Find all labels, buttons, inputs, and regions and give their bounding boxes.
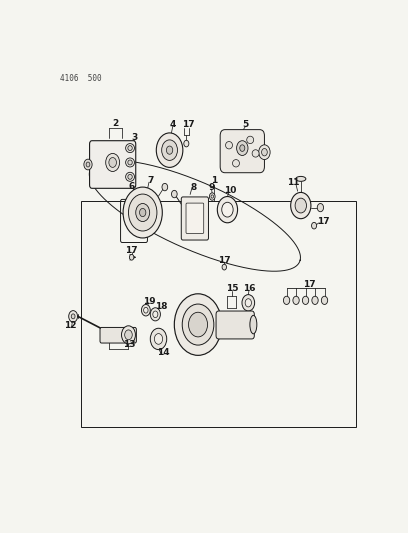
Circle shape xyxy=(86,162,90,167)
Text: 15: 15 xyxy=(226,285,238,293)
Circle shape xyxy=(259,145,270,159)
Ellipse shape xyxy=(128,174,132,179)
Circle shape xyxy=(322,296,328,304)
Text: 8: 8 xyxy=(190,183,196,191)
Circle shape xyxy=(237,141,248,156)
Text: 4106  500: 4106 500 xyxy=(60,74,102,83)
Text: 17: 17 xyxy=(317,217,330,227)
FancyBboxPatch shape xyxy=(90,141,136,188)
Circle shape xyxy=(293,296,299,304)
Circle shape xyxy=(106,154,120,172)
Text: 2: 2 xyxy=(113,119,119,128)
FancyBboxPatch shape xyxy=(181,197,208,240)
Ellipse shape xyxy=(252,150,259,157)
Circle shape xyxy=(162,183,168,191)
Circle shape xyxy=(302,296,309,304)
Circle shape xyxy=(166,146,173,154)
Ellipse shape xyxy=(296,176,306,181)
Text: 17: 17 xyxy=(125,246,138,255)
FancyBboxPatch shape xyxy=(220,130,264,173)
Circle shape xyxy=(150,308,160,321)
Ellipse shape xyxy=(128,160,132,165)
Circle shape xyxy=(295,198,306,213)
Circle shape xyxy=(129,194,157,231)
Text: 13: 13 xyxy=(123,340,136,349)
Text: 19: 19 xyxy=(143,297,155,306)
Circle shape xyxy=(109,158,116,167)
Circle shape xyxy=(123,187,162,238)
Circle shape xyxy=(69,311,78,322)
Circle shape xyxy=(284,296,290,304)
Circle shape xyxy=(312,222,317,229)
Text: 1: 1 xyxy=(211,176,217,185)
Circle shape xyxy=(312,296,318,304)
Text: 7: 7 xyxy=(147,176,154,185)
Circle shape xyxy=(162,140,177,160)
Circle shape xyxy=(242,295,255,311)
Circle shape xyxy=(174,294,222,356)
Circle shape xyxy=(153,311,158,318)
Circle shape xyxy=(71,314,75,319)
Ellipse shape xyxy=(250,316,257,334)
Circle shape xyxy=(245,298,251,307)
Text: 12: 12 xyxy=(64,321,77,330)
Text: 17: 17 xyxy=(303,280,316,289)
Circle shape xyxy=(317,204,324,212)
Circle shape xyxy=(136,204,150,222)
Circle shape xyxy=(209,193,215,200)
FancyBboxPatch shape xyxy=(216,311,254,339)
Ellipse shape xyxy=(126,172,135,181)
Circle shape xyxy=(184,140,189,147)
Ellipse shape xyxy=(126,158,135,167)
Ellipse shape xyxy=(126,143,135,152)
Ellipse shape xyxy=(226,142,233,149)
Text: 4: 4 xyxy=(170,120,176,129)
Circle shape xyxy=(142,304,150,316)
Text: 10: 10 xyxy=(224,186,237,195)
Circle shape xyxy=(156,133,183,167)
Circle shape xyxy=(122,326,135,344)
Circle shape xyxy=(144,308,148,313)
Circle shape xyxy=(240,145,245,151)
Text: 9: 9 xyxy=(208,183,215,192)
Text: 17: 17 xyxy=(182,120,195,129)
Circle shape xyxy=(222,202,233,217)
Circle shape xyxy=(150,328,167,350)
Text: 3: 3 xyxy=(132,133,138,142)
Circle shape xyxy=(217,197,237,223)
Ellipse shape xyxy=(233,159,239,167)
Text: 16: 16 xyxy=(243,285,255,293)
Circle shape xyxy=(125,330,132,340)
FancyBboxPatch shape xyxy=(186,203,204,233)
Ellipse shape xyxy=(247,136,254,143)
Bar xyxy=(81,201,356,427)
Text: 11: 11 xyxy=(287,179,299,188)
Circle shape xyxy=(171,190,177,198)
Circle shape xyxy=(262,149,267,156)
Circle shape xyxy=(182,304,214,345)
Circle shape xyxy=(290,192,311,219)
Ellipse shape xyxy=(128,146,132,150)
Circle shape xyxy=(129,254,134,260)
Circle shape xyxy=(188,312,208,337)
Circle shape xyxy=(84,159,92,170)
Text: 17: 17 xyxy=(218,256,231,265)
Text: 6: 6 xyxy=(129,182,135,191)
Text: 5: 5 xyxy=(242,120,248,129)
Text: 14: 14 xyxy=(157,348,170,357)
Circle shape xyxy=(222,264,226,270)
FancyBboxPatch shape xyxy=(100,327,136,343)
Circle shape xyxy=(140,208,146,216)
Circle shape xyxy=(154,334,163,344)
Text: 18: 18 xyxy=(155,302,167,311)
